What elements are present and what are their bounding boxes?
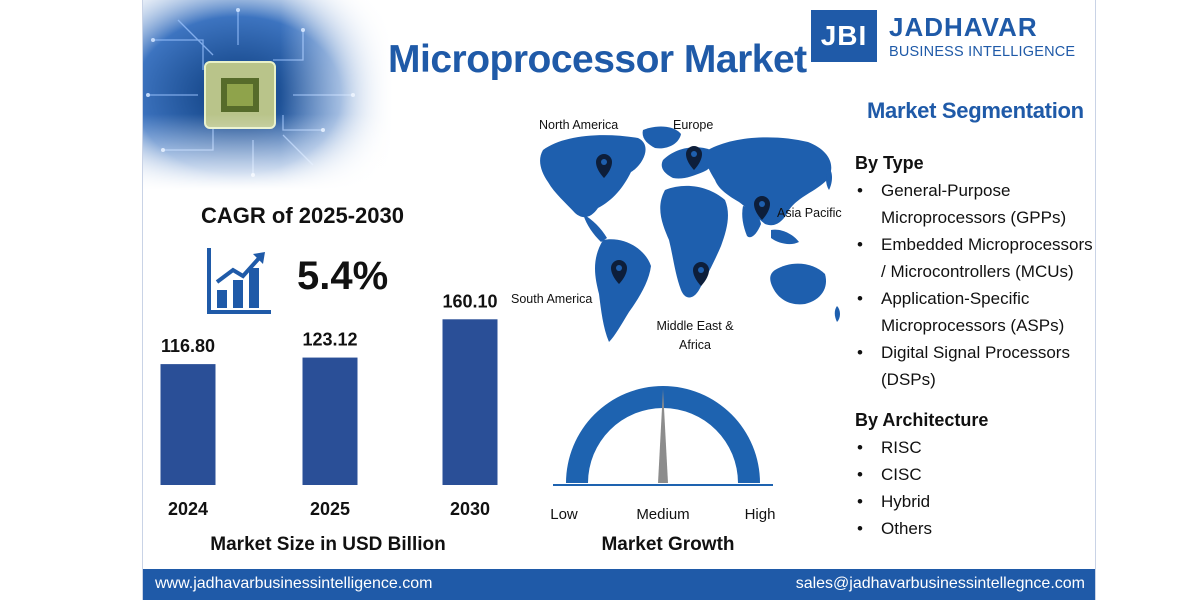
gauge-arc (566, 386, 760, 483)
region-label-north-america: North America (539, 118, 619, 132)
logo-mark: JBI (811, 10, 877, 62)
bar-2030 (442, 319, 498, 485)
list-item: Application-Specific Microprocessors (AS… (855, 285, 1095, 339)
world-map: North America Europe Asia Pacific South … (503, 110, 853, 360)
list-item: Digital Signal Processors (DSPs) (855, 339, 1095, 393)
region-label-middle-east-africa: Middle East & Africa (656, 319, 734, 352)
segment-group-name: By Type (855, 153, 924, 173)
footer-email-link[interactable]: sales@jadhavarbusinessintellegnce.com (795, 575, 1085, 592)
region-label-south-america: South America (511, 292, 593, 306)
region-label-asia-pacific: Asia Pacific (777, 206, 842, 220)
bar-2025 (302, 357, 358, 485)
bar-chart-xlabel: Market Size in USD Billion (210, 534, 446, 555)
list-item: Others (855, 515, 1095, 542)
gauge-label-medium: Medium (636, 506, 689, 523)
growth-chart-icon (207, 248, 271, 314)
company-logo: JBI JADHAVAR BUSINESS INTELLIGENCE (811, 10, 1081, 64)
gauge-label-low: Low (550, 506, 578, 523)
cagr-value: 5.4% (297, 254, 389, 298)
infographic-card: Microprocessor Market JBI JADHAVAR BUSIN… (142, 0, 1096, 600)
cagr-title: CAGR of 2025-2030 (201, 203, 404, 228)
segment-group-type: By Type General-Purpose Microprocessors … (855, 150, 1095, 393)
region-label-europe: Europe (673, 118, 714, 132)
gauge-label-high: High (745, 506, 776, 523)
footer-bar: www.jadhavarbusinessintelligence.com sal… (143, 569, 1095, 600)
list-item: Hybrid (855, 488, 1095, 515)
bar-value-label: 116.80 (161, 336, 215, 356)
segment-group-name: By Architecture (855, 410, 989, 430)
market-growth-gauge: Low Medium High (550, 386, 776, 523)
market-size-bar-chart: 116.80 2024 123.12 2025 160.10 2030 (160, 291, 498, 519)
gauge-needle (658, 389, 668, 483)
x-tick-label: 2024 (168, 499, 208, 519)
bar-value-label: 123.12 (302, 330, 357, 350)
list-item: CISC (855, 461, 1095, 488)
bar-value-label: 160.10 (442, 291, 497, 311)
list-item: General-Purpose Microprocessors (GPPs) (855, 177, 1095, 231)
list-item: RISC (855, 434, 1095, 461)
x-tick-label: 2030 (450, 499, 490, 519)
footer-website-link[interactable]: www.jadhavarbusinessintelligence.com (155, 575, 433, 592)
list-item: Embedded Microprocessors / Microcontroll… (855, 231, 1095, 285)
logo-name: JADHAVAR (889, 12, 1038, 42)
segmentation-list: By Type General-Purpose Microprocessors … (855, 150, 1095, 542)
location-pin-icon (596, 146, 770, 286)
world-map-icon (540, 126, 840, 342)
x-tick-label: 2025 (310, 499, 350, 519)
segment-group-architecture: By Architecture RISC CISC Hybrid Others (855, 407, 1095, 542)
bar-2024 (160, 364, 216, 485)
logo-subtitle: BUSINESS INTELLIGENCE (889, 44, 1076, 60)
segmentation-title: Market Segmentation (867, 98, 1084, 123)
gauge-title: Market Growth (601, 534, 735, 555)
page-title: Microprocessor Market (388, 38, 807, 81)
microchip-image (143, 0, 393, 190)
